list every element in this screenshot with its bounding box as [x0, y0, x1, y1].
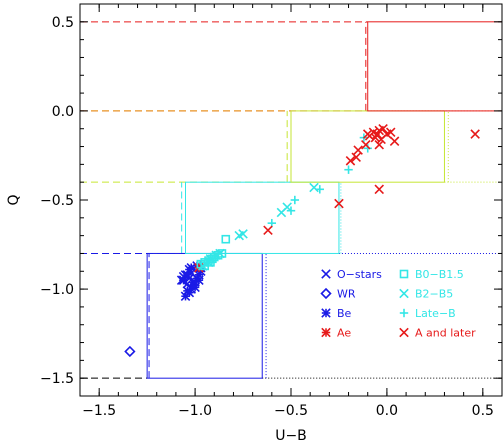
data-point [363, 144, 372, 153]
legend-label: Late−B [415, 307, 456, 320]
legend-label: WR [337, 288, 356, 301]
data-point [290, 195, 300, 205]
x-tick-label: 0.0 [376, 403, 398, 419]
data-point [263, 225, 273, 236]
data-point [124, 345, 136, 358]
data-point [389, 136, 400, 146]
legend-marker [399, 269, 409, 279]
data-point [374, 184, 385, 195]
legend-marker [320, 287, 332, 300]
axis-ticks: −1.5 −1.0 −0.5 0.0 0.5 −1.5 −1.0 −0.5 0.0 0.5 [40, 4, 502, 419]
data-point [334, 198, 344, 209]
data-point [361, 139, 371, 150]
y-tick-label: −1.0 [40, 282, 74, 298]
data-point [238, 229, 248, 239]
data-point [190, 282, 200, 293]
data-point [353, 145, 363, 155]
selection-box [367, 21, 503, 112]
data-point [194, 275, 204, 285]
data-point [315, 185, 324, 194]
legend-marker [321, 269, 331, 279]
legend-label: O−stars [337, 268, 382, 281]
legend-marker [399, 288, 409, 299]
data-point [182, 286, 193, 296]
legend-label: B2−B5 [415, 288, 453, 301]
x-tick-label: −0.5 [274, 403, 308, 419]
y-tick-label: −1.5 [40, 371, 74, 387]
data-point [182, 270, 193, 280]
legend-marker [399, 327, 409, 338]
data-point [351, 152, 361, 163]
data-point [221, 234, 231, 244]
y-axis-label: Q [6, 194, 22, 205]
x-tick-label: −1.5 [82, 403, 116, 419]
data-points [124, 123, 480, 358]
data-point [197, 261, 208, 271]
data-point [286, 206, 296, 215]
selection-boxes [146, 21, 503, 379]
legend-marker [321, 327, 331, 338]
y-tick-label: −0.5 [40, 193, 74, 209]
x-tick-label: 0.5 [472, 403, 494, 419]
legend-label: A and later [415, 327, 476, 340]
x-axis-label: U−B [275, 428, 307, 444]
data-point [385, 127, 396, 138]
data-point [374, 139, 385, 150]
legend-label: Be [337, 307, 352, 320]
legend-marker [321, 308, 331, 318]
data-point [378, 123, 388, 134]
legend-marker [399, 308, 409, 318]
y-tick-label: 0.5 [52, 15, 74, 31]
data-point [309, 182, 319, 193]
data-point [344, 165, 353, 174]
legend-label: Ae [337, 327, 351, 340]
data-point [215, 248, 225, 259]
selection-box [185, 181, 340, 254]
legend-label: B0−B1.5 [415, 268, 464, 281]
x-tick-label: −1.0 [178, 403, 212, 419]
legend: O−stars WR Be Ae B0−B1.5 B2−B5 Late−B A and lat… [320, 268, 476, 340]
data-point [205, 254, 216, 264]
data-point [345, 156, 356, 166]
data-point [470, 129, 480, 139]
y-tick-label: 0.0 [52, 104, 74, 120]
data-point [178, 275, 189, 285]
